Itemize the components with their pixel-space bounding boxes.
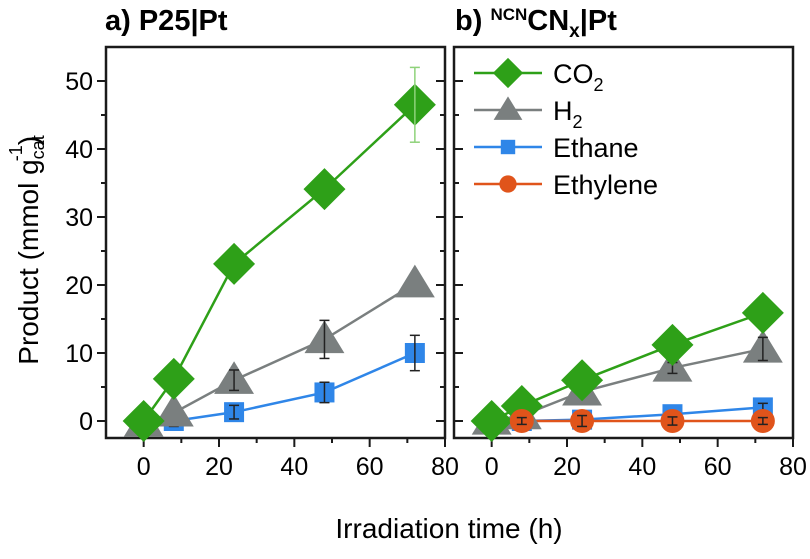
legend-label-ethane: Ethane <box>553 133 639 163</box>
panel-0-frame <box>104 45 447 440</box>
x-tick-label: 60 <box>356 453 384 481</box>
data-point-h2 <box>394 264 435 298</box>
x-tick-label: 80 <box>431 453 459 481</box>
x-tick-label: 40 <box>280 453 308 481</box>
x-tick-label: 40 <box>628 453 656 481</box>
y-tick-label: 20 <box>65 272 93 300</box>
data-point-co2 <box>470 400 513 442</box>
x-tick-label: 0 <box>137 453 151 481</box>
data-point-h2 <box>153 393 194 427</box>
legend-marker-ethane <box>500 139 516 155</box>
data-point-co2 <box>122 400 165 442</box>
data-point-co2 <box>152 357 195 400</box>
panel-1-frame <box>452 45 795 440</box>
x-axis-label: Irradiation time (h) <box>335 513 562 544</box>
y-tick-label: 10 <box>65 340 93 368</box>
data-point-co2 <box>303 168 346 211</box>
y-tick-label: 30 <box>65 204 93 232</box>
y-tick-label: 40 <box>65 136 93 164</box>
x-tick-label: 20 <box>553 453 581 481</box>
data-point-co2 <box>651 323 694 366</box>
x-tick-label: 20 <box>205 453 233 481</box>
legend-label-ethylene: Ethylene <box>553 170 658 200</box>
x-tick-label: 60 <box>704 453 732 481</box>
legend-marker-co2 <box>492 57 524 89</box>
data-point-co2 <box>561 359 604 402</box>
legend-marker-ethylene <box>499 175 517 193</box>
data-point-co2 <box>213 242 256 285</box>
x-tick-label: 80 <box>779 453 807 481</box>
y-tick-label: 50 <box>65 68 93 96</box>
panel-b-title: b) NCNCNx|Pt <box>455 5 617 42</box>
y-tick-label: 0 <box>79 408 93 436</box>
panel-a-title: a) P25|Pt <box>105 5 228 37</box>
legend-marker-h2 <box>493 96 523 120</box>
legend-label-co2: CO2 <box>553 59 604 95</box>
data-point-co2 <box>741 291 784 334</box>
y-axis-label: Product (mmol gcat-1) <box>6 135 48 364</box>
legend-label-h2: H2 <box>553 96 583 132</box>
x-tick-label: 0 <box>485 453 499 481</box>
